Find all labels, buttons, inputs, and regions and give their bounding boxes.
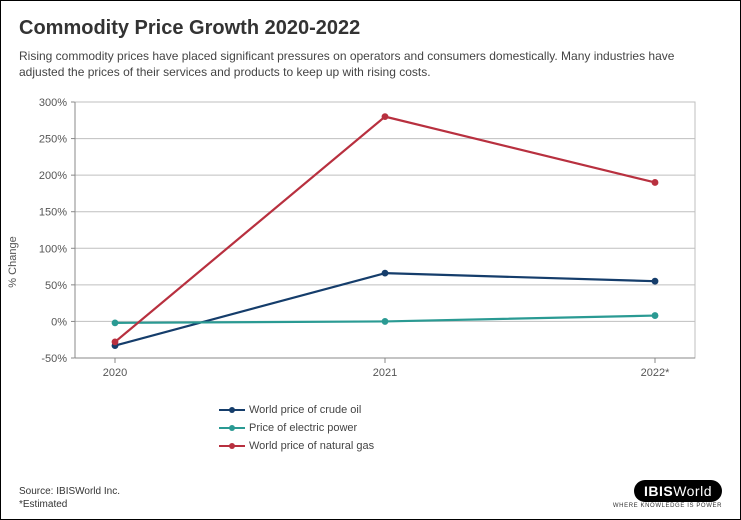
legend: World price of crude oil Price of electr… (219, 401, 719, 455)
svg-text:50%: 50% (45, 280, 67, 292)
svg-text:2022*: 2022* (641, 367, 670, 379)
svg-text:-50%: -50% (41, 353, 67, 365)
svg-text:250%: 250% (39, 134, 67, 146)
legend-label: World price of natural gas (249, 440, 374, 452)
svg-text:0%: 0% (51, 317, 67, 329)
y-axis-label: % Change (7, 237, 19, 288)
legend-swatch-icon (219, 440, 245, 452)
svg-text:200%: 200% (39, 171, 67, 183)
legend-swatch-icon (219, 422, 245, 434)
brand-logo: IBISWorld WHERE KNOWLEDGE IS POWER (613, 480, 722, 509)
footer: Source: IBISWorld Inc. *Estimated (19, 485, 120, 511)
svg-text:100%: 100% (39, 244, 67, 256)
legend-item: Price of electric power (219, 419, 719, 437)
legend-item: World price of crude oil (219, 401, 719, 419)
source-text: Source: IBISWorld Inc. (19, 485, 120, 498)
legend-label: World price of crude oil (249, 404, 361, 416)
logo-bold: IBIS (644, 483, 673, 499)
svg-text:2020: 2020 (103, 367, 127, 379)
line-chart: -50% 0% 50% 100% 150% 200% 250% 300% 2020 2021 202… (19, 92, 719, 392)
chart-card: Commodity Price Growth 2020-2022 Rising … (0, 0, 741, 520)
legend-swatch-icon (219, 404, 245, 416)
svg-text:300%: 300% (39, 97, 67, 109)
logo-tagline: WHERE KNOWLEDGE IS POWER (613, 503, 722, 509)
chart-title: Commodity Price Growth 2020-2022 (19, 17, 722, 40)
legend-label: Price of electric power (249, 422, 357, 434)
svg-text:2021: 2021 (373, 367, 397, 379)
svg-text:150%: 150% (39, 207, 67, 219)
logo-light: World (673, 483, 712, 499)
footnote-text: *Estimated (19, 498, 120, 511)
plot-area: % Change -50%0%50%100%150%200%250%300%20… (19, 92, 719, 432)
logo-pill: IBISWorld (634, 480, 722, 502)
chart-subtitle: Rising commodity prices have placed sign… (19, 48, 722, 80)
legend-item: World price of natural gas (219, 437, 719, 455)
